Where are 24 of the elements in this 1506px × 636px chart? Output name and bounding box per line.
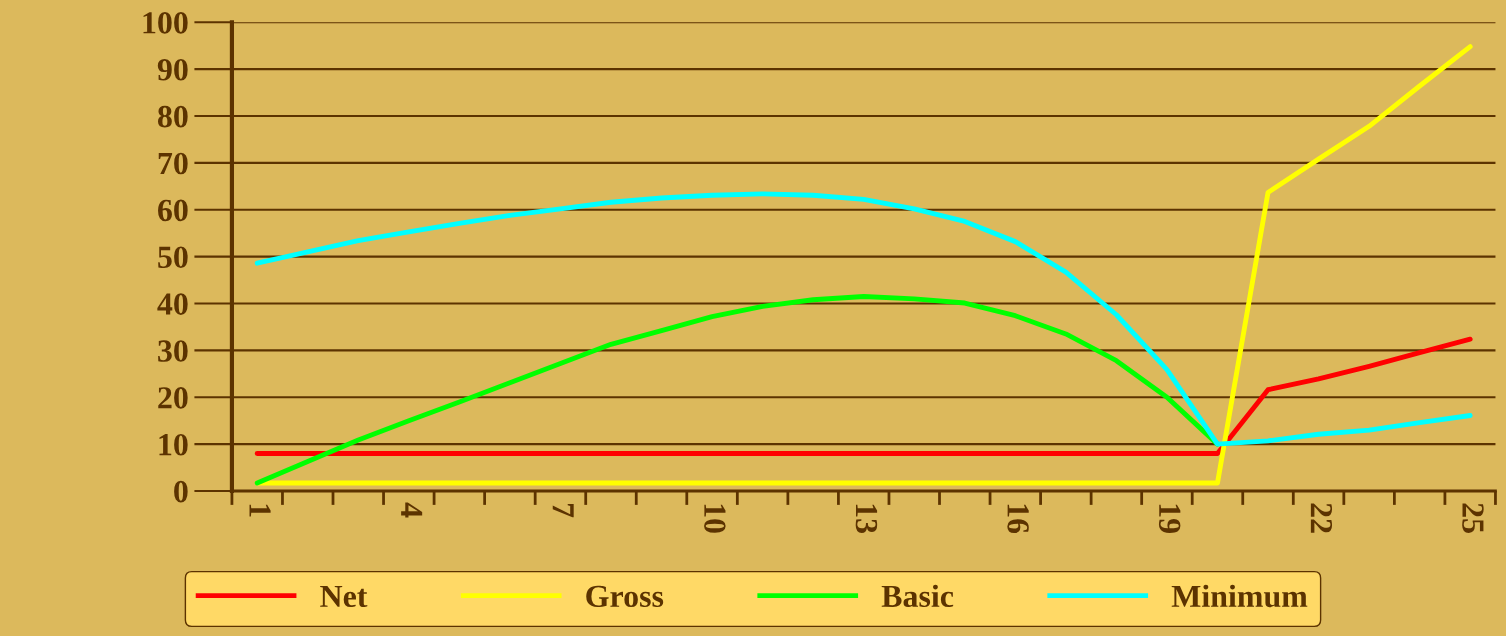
y-tick-label: 50 <box>158 246 188 269</box>
legend-label: Minimum <box>1171 584 1308 608</box>
legend-label: Basic <box>881 584 954 608</box>
x-tick-label: 10 <box>704 504 726 533</box>
y-tick-label: 30 <box>158 340 188 362</box>
y-tick-label: 70 <box>158 152 188 175</box>
x-tick-label: 25 <box>1462 503 1484 533</box>
x-tick-label: 13 <box>855 504 878 533</box>
x-tick-label: 4 <box>401 502 423 518</box>
y-tick-label: 100 <box>143 12 188 34</box>
x-tick-label: 7 <box>552 503 574 518</box>
y-tick-label: 90 <box>157 58 188 81</box>
y-tick-label: 80 <box>157 105 188 128</box>
x-tick-label: 16 <box>1007 504 1029 534</box>
x-tick-label: 22 <box>1310 503 1333 533</box>
y-tick-label: 60 <box>158 199 188 222</box>
y-tick-label: 40 <box>157 293 188 315</box>
x-tick-label: 1 <box>249 504 271 517</box>
y-tick-label: 10 <box>159 433 188 456</box>
y-tick-label: 0 <box>174 480 188 503</box>
legend-label: Gross <box>586 585 664 608</box>
y-tick-label: 20 <box>158 387 188 409</box>
legend-label: Net <box>320 585 368 608</box>
x-tick-label: 19 <box>1158 504 1181 533</box>
